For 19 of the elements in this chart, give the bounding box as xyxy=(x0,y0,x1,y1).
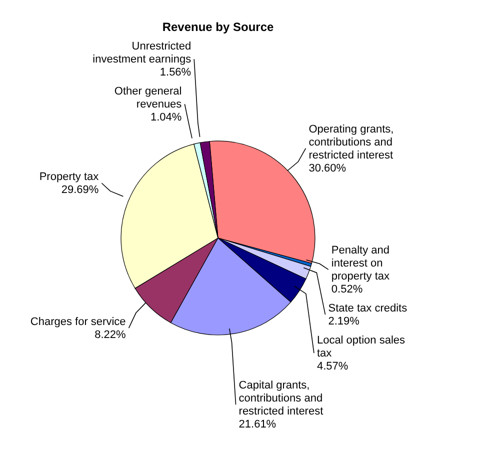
data-label: 8.22% xyxy=(94,329,126,342)
data-label: 30.60% xyxy=(308,162,346,174)
data-label: 29.69% xyxy=(61,184,99,196)
slice-label: Capital grants, contributions and restricted interest xyxy=(238,380,324,418)
data-label: 4.57% xyxy=(316,360,348,373)
data-label: 1.56% xyxy=(160,66,192,79)
data-label: 1.04% xyxy=(150,112,182,124)
slice-label: Unrestricted investment earnings xyxy=(92,40,192,66)
slice-label: Property tax xyxy=(39,171,100,184)
slice-label: Charges for service xyxy=(30,316,126,328)
slice-label: Penalty and interest on property tax xyxy=(331,244,390,283)
data-label: 21.61% xyxy=(238,418,276,431)
data-label: 0.52% xyxy=(331,284,363,296)
slice-label: State tax credits xyxy=(328,302,408,315)
slice-label: Local option sales tax xyxy=(316,334,406,360)
data-label: 2.19% xyxy=(328,316,360,328)
chart-title: Revenue by Source xyxy=(161,20,275,34)
slice-label: Other general revenues xyxy=(114,86,182,111)
slice-label: Operating grants, contributions and restricted interest xyxy=(308,123,394,162)
